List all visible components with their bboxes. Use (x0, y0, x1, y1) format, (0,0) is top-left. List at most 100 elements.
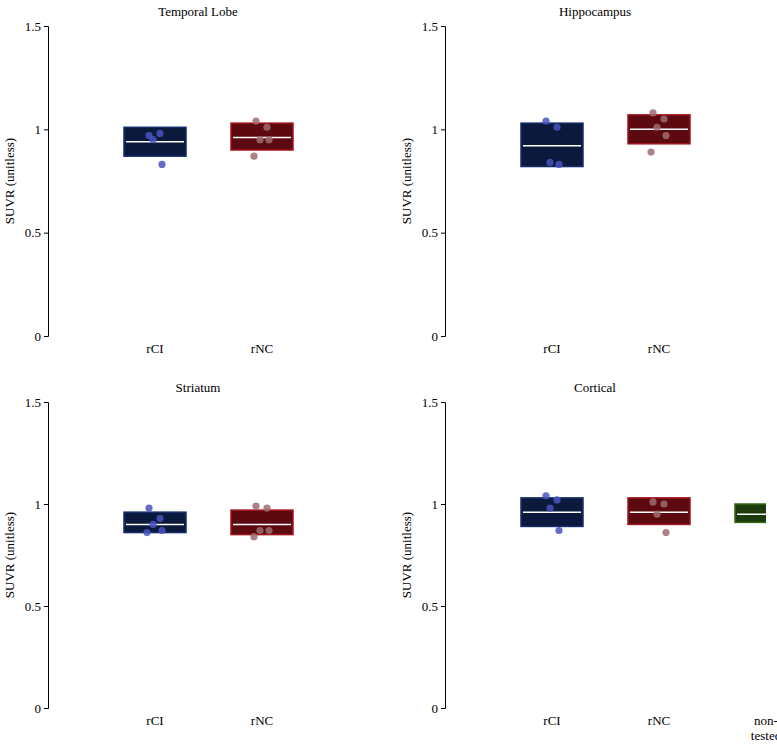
x-axis: rCI rNC non-tested (543, 713, 777, 743)
x-tick-label: rNC (648, 713, 670, 728)
box-center (523, 145, 581, 147)
y-axis-title: SUVR (unitless) (399, 512, 414, 598)
box-center (523, 511, 581, 513)
box (231, 510, 293, 534)
point (263, 124, 270, 131)
panel: 00.511.5rCIrNCHippocampusSUVR (unitless) (399, 4, 690, 356)
y-axis: 0 0.5 1 1.5 (25, 395, 49, 716)
y-axis-line (44, 27, 49, 337)
y-tick-label: 1.5 (25, 395, 41, 410)
x-axis: rCI rNC (146, 341, 273, 356)
y-tick-label: 1 (35, 122, 42, 137)
y-tick: 1 (35, 497, 49, 512)
panel: 00.511.5rCIrNCStriatumSUVR (unitless) (2, 380, 293, 728)
x-tick-label: rCI (146, 341, 163, 356)
y-tick: 1.5 (25, 19, 48, 34)
box (628, 498, 690, 525)
point (662, 529, 669, 536)
y-axis-title: SUVR (unitless) (399, 138, 414, 224)
y-tick: 0 (432, 329, 446, 344)
y-tick: 1.5 (25, 395, 48, 410)
y-tick-mark (44, 336, 48, 337)
y-tick-mark (441, 26, 445, 27)
figure: 0 0.5 1 1.5 rCI rNC Temporal Lobe SUVR (unitles… (0, 0, 777, 749)
y-tick-mark (44, 708, 48, 709)
y-tick-label: 0 (35, 701, 42, 716)
box (628, 115, 690, 144)
point (250, 153, 257, 160)
point (542, 492, 549, 499)
point (647, 148, 654, 155)
y-tick: 0 (35, 329, 49, 344)
y-tick-label: 0.5 (25, 225, 41, 240)
y-tick-label: 0.5 (422, 599, 438, 614)
y-tick-label: 0 (432, 329, 439, 344)
point (542, 117, 549, 124)
point (265, 136, 272, 143)
point (250, 533, 257, 540)
y-tick-label: 0 (432, 701, 439, 716)
point (252, 117, 259, 124)
y-axis-line (44, 403, 49, 709)
box-center (737, 513, 766, 515)
y-tick-mark (441, 402, 445, 403)
point (143, 529, 150, 536)
y-tick: 1.5 (422, 19, 445, 34)
y-tick-mark (44, 129, 48, 130)
box (231, 123, 293, 150)
x-axis: rCIrNC (146, 713, 273, 728)
x-tick-label: rNC (648, 341, 670, 356)
point (149, 136, 156, 143)
point (555, 161, 562, 168)
y-tick: 1 (432, 122, 446, 137)
y-tick-mark (441, 606, 445, 607)
point (149, 521, 156, 528)
box (521, 123, 583, 166)
point (555, 527, 562, 534)
y-tick: 1.5 (422, 395, 445, 410)
y-tick-label: 0.5 (25, 599, 41, 614)
title: Cortical (574, 380, 616, 395)
point (158, 527, 165, 534)
title: Striatum (176, 380, 221, 395)
y-tick-label: 1 (35, 497, 42, 512)
y-tick-label: 1.5 (25, 19, 41, 34)
y-tick-label: 1.5 (422, 19, 438, 34)
point (660, 115, 667, 122)
y-tick: 1 (35, 122, 49, 137)
y-tick-label: 1 (432, 122, 439, 137)
point (662, 132, 669, 139)
point (252, 502, 259, 509)
point (156, 130, 163, 137)
y-tick-label: 1.5 (422, 395, 438, 410)
marks (124, 117, 293, 168)
title: Temporal Lobe (158, 4, 238, 19)
y-tick: 0 (35, 701, 49, 716)
point (553, 496, 560, 503)
x-tick-label: rNC (251, 341, 273, 356)
y-tick-mark (44, 606, 48, 607)
point (256, 136, 263, 143)
point (265, 527, 272, 534)
marks (124, 502, 293, 540)
y-tick-mark (44, 504, 48, 505)
y-axis-line (441, 403, 446, 709)
y-tick-label: 1 (432, 497, 439, 512)
x-tick-label: rCI (543, 713, 560, 728)
marks (521, 109, 690, 168)
y-tick-mark (441, 336, 445, 337)
y-tick: 0.5 (25, 599, 48, 614)
x-tick-label: rCI (543, 341, 560, 356)
point (653, 124, 660, 131)
y-tick: 0.5 (25, 225, 48, 240)
x-tick-label: non-tested (751, 713, 777, 743)
y-tick-mark (44, 402, 48, 403)
y-tick: 0.5 (422, 599, 445, 614)
y-axis: 00.511.5 (422, 19, 446, 344)
point (649, 109, 656, 116)
point (263, 504, 270, 511)
y-tick-mark (441, 504, 445, 505)
box (124, 127, 186, 156)
x-tick-label: rCI (146, 713, 163, 728)
box-center (233, 524, 291, 526)
